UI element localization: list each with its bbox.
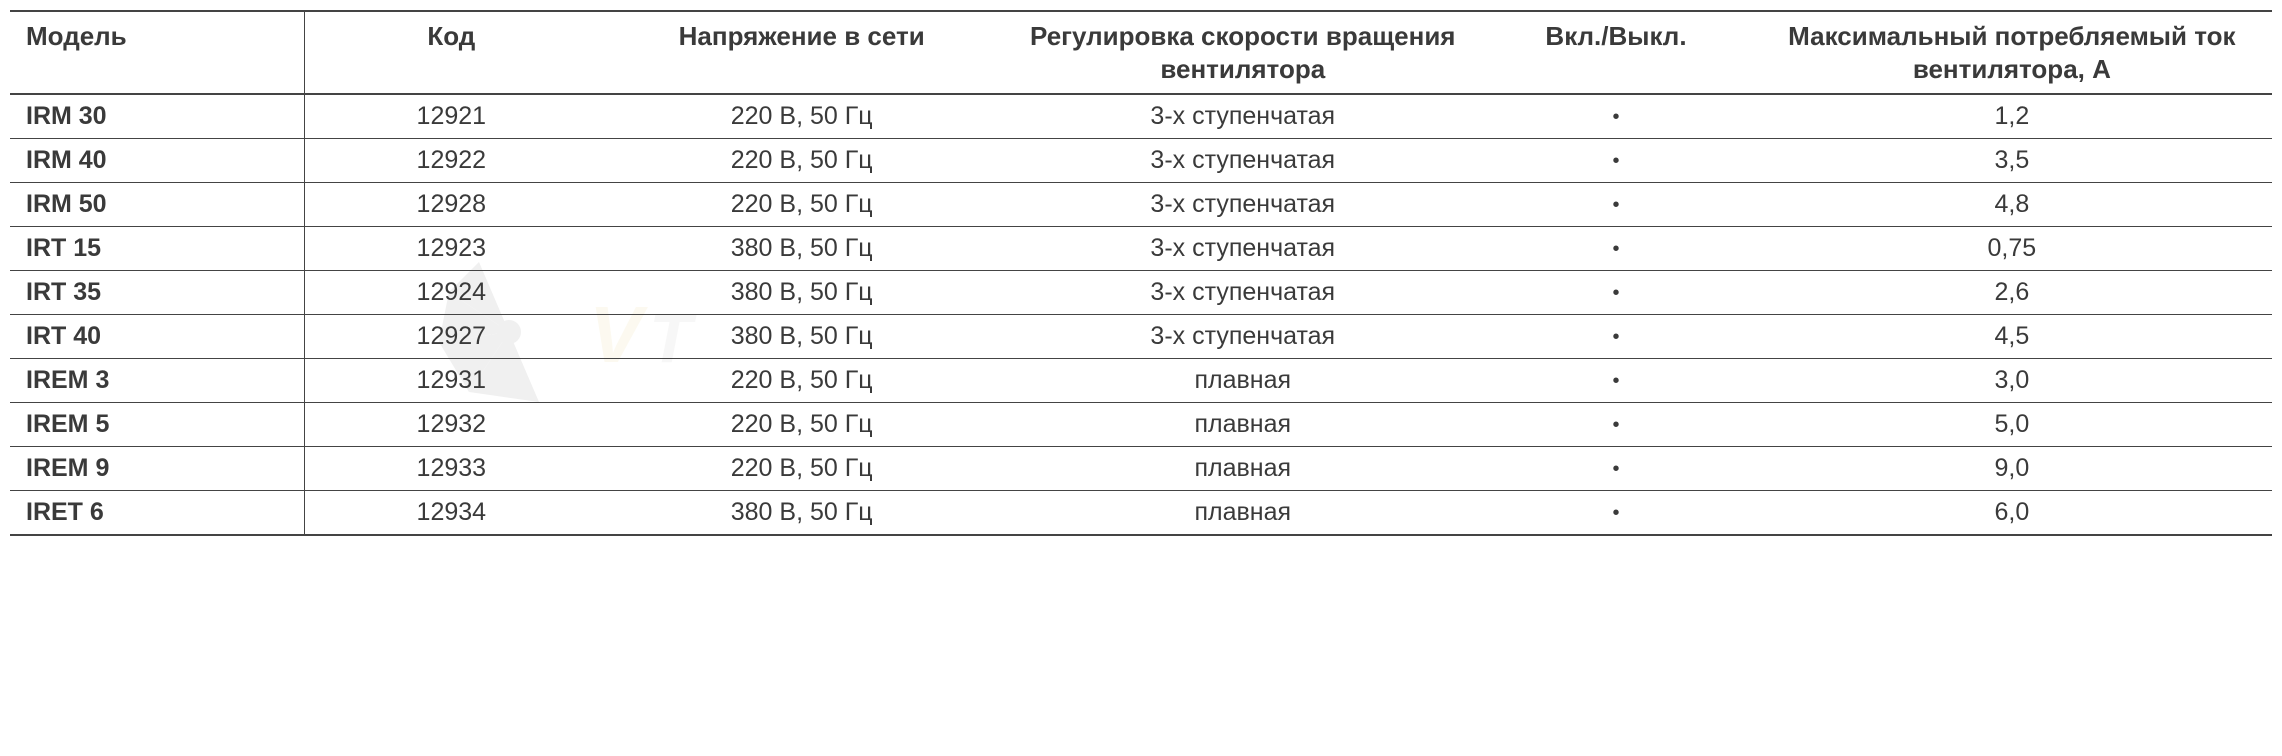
cell-onoff: •: [1480, 403, 1751, 447]
column-header-model: Модель: [10, 11, 304, 94]
cell-code: 12934: [304, 491, 598, 536]
cell-onoff: •: [1480, 491, 1751, 536]
table-row: IRM 3012921220 В, 50 Гц3-х ступенчатая•1…: [10, 94, 2272, 139]
table-row: IRT 1512923380 В, 50 Гц3-х ступенчатая•0…: [10, 227, 2272, 271]
cell-voltage: 220 В, 50 Гц: [598, 139, 1005, 183]
cell-onoff: •: [1480, 271, 1751, 315]
cell-voltage: 220 В, 50 Гц: [598, 183, 1005, 227]
cell-speed: 3-х ступенчатая: [1005, 139, 1480, 183]
cell-current: 2,6: [1752, 271, 2272, 315]
table-row: IRET 612934380 В, 50 Гцплавная•6,0: [10, 491, 2272, 536]
cell-onoff: •: [1480, 183, 1751, 227]
cell-code: 12928: [304, 183, 598, 227]
table-row: IRT 3512924380 В, 50 Гц3-х ступенчатая•2…: [10, 271, 2272, 315]
table-row: IREM 912933220 В, 50 Гцплавная•9,0: [10, 447, 2272, 491]
cell-code: 12923: [304, 227, 598, 271]
table-row: IREM 512932220 В, 50 Гцплавная•5,0: [10, 403, 2272, 447]
specifications-table: Модель Код Напряжение в сети Регулировка…: [10, 10, 2272, 536]
cell-current: 5,0: [1752, 403, 2272, 447]
cell-code: 12931: [304, 359, 598, 403]
cell-current: 4,8: [1752, 183, 2272, 227]
table-row: IRM 5012928220 В, 50 Гц3-х ступенчатая•4…: [10, 183, 2272, 227]
cell-speed: плавная: [1005, 359, 1480, 403]
table-row: IREM 312931220 В, 50 Гцплавная•3,0: [10, 359, 2272, 403]
cell-model: IRT 15: [10, 227, 304, 271]
cell-voltage: 220 В, 50 Гц: [598, 403, 1005, 447]
cell-model: IREM 5: [10, 403, 304, 447]
cell-model: IREM 3: [10, 359, 304, 403]
cell-onoff: •: [1480, 94, 1751, 139]
column-header-current: Максимальный потребляемый ток вентилятор…: [1752, 11, 2272, 94]
table-row: IRM 4012922220 В, 50 Гц3-х ступенчатая•3…: [10, 139, 2272, 183]
cell-voltage: 380 В, 50 Гц: [598, 227, 1005, 271]
column-header-speed: Регулировка скорости вращения вентилятор…: [1005, 11, 1480, 94]
table-header-row: Модель Код Напряжение в сети Регулировка…: [10, 11, 2272, 94]
cell-voltage: 380 В, 50 Гц: [598, 315, 1005, 359]
cell-current: 6,0: [1752, 491, 2272, 536]
cell-speed: плавная: [1005, 491, 1480, 536]
cell-current: 4,5: [1752, 315, 2272, 359]
cell-code: 12932: [304, 403, 598, 447]
cell-onoff: •: [1480, 359, 1751, 403]
cell-model: IRET 6: [10, 491, 304, 536]
cell-speed: 3-х ступенчатая: [1005, 271, 1480, 315]
cell-code: 12921: [304, 94, 598, 139]
cell-voltage: 380 В, 50 Гц: [598, 491, 1005, 536]
cell-model: IRM 50: [10, 183, 304, 227]
cell-code: 12933: [304, 447, 598, 491]
cell-onoff: •: [1480, 227, 1751, 271]
table-row: IRT 4012927380 В, 50 Гц3-х ступенчатая•4…: [10, 315, 2272, 359]
cell-current: 9,0: [1752, 447, 2272, 491]
column-header-onoff: Вкл./Выкл.: [1480, 11, 1751, 94]
cell-speed: 3-х ступенчатая: [1005, 94, 1480, 139]
cell-voltage: 220 В, 50 Гц: [598, 447, 1005, 491]
cell-speed: 3-х ступенчатая: [1005, 315, 1480, 359]
cell-onoff: •: [1480, 447, 1751, 491]
cell-current: 1,2: [1752, 94, 2272, 139]
cell-code: 12924: [304, 271, 598, 315]
column-header-voltage: Напряжение в сети: [598, 11, 1005, 94]
cell-speed: плавная: [1005, 447, 1480, 491]
cell-voltage: 380 В, 50 Гц: [598, 271, 1005, 315]
table-body: IRM 3012921220 В, 50 Гц3-х ступенчатая•1…: [10, 94, 2272, 535]
cell-speed: 3-х ступенчатая: [1005, 227, 1480, 271]
column-header-code: Код: [304, 11, 598, 94]
cell-onoff: •: [1480, 315, 1751, 359]
cell-model: IRM 30: [10, 94, 304, 139]
cell-code: 12927: [304, 315, 598, 359]
cell-onoff: •: [1480, 139, 1751, 183]
cell-voltage: 220 В, 50 Гц: [598, 359, 1005, 403]
cell-current: 3,0: [1752, 359, 2272, 403]
cell-model: IRM 40: [10, 139, 304, 183]
cell-model: IRT 40: [10, 315, 304, 359]
cell-current: 3,5: [1752, 139, 2272, 183]
cell-model: IREM 9: [10, 447, 304, 491]
cell-model: IRT 35: [10, 271, 304, 315]
cell-code: 12922: [304, 139, 598, 183]
cell-speed: 3-х ступенчатая: [1005, 183, 1480, 227]
cell-speed: плавная: [1005, 403, 1480, 447]
cell-voltage: 220 В, 50 Гц: [598, 94, 1005, 139]
cell-current: 0,75: [1752, 227, 2272, 271]
